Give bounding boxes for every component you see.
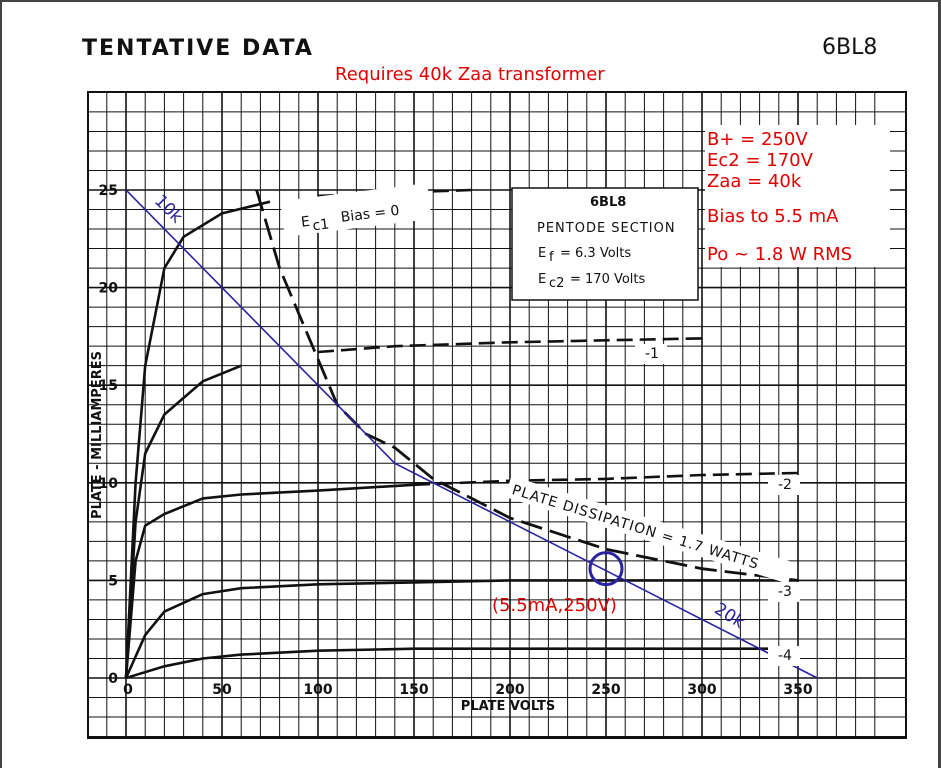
curve-bias-label: -3: [778, 584, 792, 600]
curve-bias-label: -1: [645, 346, 659, 362]
bias-zero-label-bg: [280, 183, 432, 237]
dissipation-label: PLATE DISSIPATION = 1.7 WATTS: [510, 482, 761, 573]
plate-curves: [124, 188, 818, 680]
bias-zero-text: Bias = 0: [340, 203, 400, 226]
plate-curve-solid: [124, 200, 271, 679]
y-tick-label: 15: [99, 378, 118, 394]
annotation-ec2: Ec2 = 170V: [707, 150, 814, 171]
curve-label-bg: [635, 344, 667, 364]
info-box-subtitle: PENTODE SECTION: [537, 221, 676, 236]
x-tick-label: 150: [399, 682, 428, 698]
x-tick-label: 300: [687, 682, 716, 698]
plate-curve-solid: [124, 364, 242, 679]
plate-curve-dashed: [413, 471, 799, 487]
x-axis-label: PLATE VOLTS: [461, 699, 555, 714]
operating-point-marker: [588, 551, 624, 587]
bias-zero-subscript: c1: [312, 216, 330, 234]
annotation-bias: Bias to 5.5 mA: [707, 206, 839, 227]
plate-curve-solid: [124, 579, 798, 679]
plate-curve-solid: [125, 647, 798, 680]
dissipation-label-bg: [504, 476, 795, 584]
curve-bias-label: -4: [778, 648, 792, 664]
plate-curve-solid: [124, 483, 415, 679]
frame-top-border: [0, 0, 941, 2]
x-tick-label: 200: [495, 682, 524, 698]
y-tick-label: 0: [108, 671, 118, 687]
dissipation-curve: [255, 189, 799, 582]
y-tick-label: 20: [99, 281, 119, 297]
info-box-ec2-symbol: E: [538, 272, 546, 287]
load-line: [125, 189, 818, 679]
annotation-zaa: Zaa = 40k: [707, 171, 802, 192]
plate-curve-dashed: [317, 337, 703, 354]
info-box-ef-subscript: f: [549, 250, 554, 265]
operating-point-label: (5.5mA,250V): [492, 595, 617, 616]
info-box-ec2-subscript: c2: [549, 276, 564, 291]
frame-right-border: [938, 0, 941, 768]
curve-label-bg: [768, 475, 800, 495]
info-box-frame: [511, 187, 699, 301]
transformer-note: Requires 40k Zaa transformer: [335, 64, 605, 85]
bias-zero-label: E c1 Bias = 0: [280, 183, 432, 237]
info-box-title: 6BL8: [590, 195, 626, 210]
chart-axes: 0 50 100 150 200 250 300 350 0 5 10 15 20 25 PLATE VOL…: [90, 183, 813, 714]
y-axis-label: PLATE - MILLIAMPERES: [90, 351, 105, 519]
info-box-ec2-value: = 170 Volts: [570, 272, 646, 287]
load-line-20k-label: 20k: [711, 599, 748, 633]
curve-label-bg: [768, 646, 800, 666]
x-tick-label: 350: [783, 682, 812, 698]
bias-zero-symbol: E: [300, 214, 311, 231]
frame-left-border: [0, 0, 2, 768]
curve-bias-labels: -1 -2 -3 -4: [635, 344, 800, 666]
curve-label-bg: [768, 582, 800, 602]
x-tick-label: 50: [212, 682, 232, 698]
annotation-power: Po ~ 1.8 W RMS: [707, 244, 852, 265]
x-tick-label: 0: [123, 682, 133, 698]
x-tick-label: 100: [303, 682, 332, 698]
load-line-10k-label: 10k: [150, 191, 187, 228]
y-tick-label: 25: [99, 183, 118, 199]
red-annotation-bg: [705, 125, 890, 267]
annotation-bplus: B+ = 250V: [707, 129, 808, 150]
pentode-info-box: 6BL8 PENTODE SECTION E f = 6.3 Volts E c…: [511, 187, 699, 301]
x-tick-label: 250: [591, 682, 620, 698]
info-box-ef-value: = 6.3 Volts: [560, 246, 631, 261]
header-tentative-data: TENTATIVE DATA: [82, 36, 314, 61]
info-box-ef-symbol: E: [538, 246, 546, 261]
y-tick-label: 5: [108, 573, 118, 589]
y-tick-label: 10: [99, 476, 119, 492]
curve-bias-label: -2: [778, 477, 792, 493]
red-annotations: B+ = 250V Ec2 = 170V Zaa = 40k Bias to 5…: [492, 125, 890, 616]
header-tube-type: 6BL8: [822, 35, 877, 60]
